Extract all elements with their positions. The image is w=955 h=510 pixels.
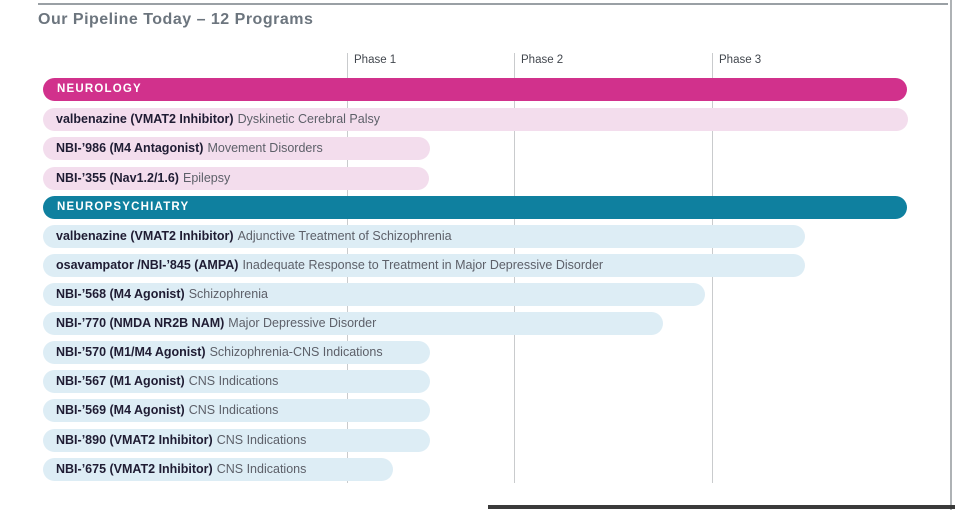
program-name: NBI-’770 (NMDA NR2B NAM) <box>56 316 225 330</box>
program-indication: CNS Indications <box>216 462 307 476</box>
program-bar-valbenazine-dcp: valbenazine (VMAT2 Inhibitor) Dyskinetic … <box>43 108 908 131</box>
program-bar-nbi-567: NBI-’567 (M1 Agonist) CNS Indications <box>43 370 430 393</box>
program-indication: CNS Indications <box>188 403 279 417</box>
program-indication: CNS Indications <box>216 433 307 447</box>
program-name: NBI-’569 (M4 Agonist) <box>56 403 185 417</box>
program-indication: CNS Indications <box>188 374 279 388</box>
top-divider-line <box>38 3 948 5</box>
program-name: valbenazine (VMAT2 Inhibitor) <box>56 229 234 243</box>
program-name: NBI-’355 (Nav1.2/1.6) <box>56 171 179 185</box>
page-title: Our Pipeline Today – 12 Programs <box>38 11 314 28</box>
phase3-label: Phase 3 <box>719 54 762 66</box>
program-name: NBI-’675 (VMAT2 Inhibitor) <box>56 462 213 476</box>
program-name: NBI-’890 (VMAT2 Inhibitor) <box>56 433 213 447</box>
program-indication: Dyskinetic Cerebral Palsy <box>237 112 380 126</box>
section-header-label: NEUROPSYCHIATRY <box>57 201 190 213</box>
program-indication: Movement Disorders <box>207 141 323 155</box>
section-header-neuropsychiatry: NEUROPSYCHIATRY <box>43 196 907 219</box>
phase2-label: Phase 2 <box>521 54 564 66</box>
program-indication: Epilepsy <box>182 171 231 185</box>
section-header-neurology: NEUROLOGY <box>43 78 907 101</box>
program-name: NBI-’568 (M4 Agonist) <box>56 287 185 301</box>
program-bar-valbenazine-schizophrenia: valbenazine (VMAT2 Inhibitor) Adjunctive … <box>43 225 805 248</box>
program-indication: Adjunctive Treatment of Schizophrenia <box>237 229 452 243</box>
program-bar-nbi-675: NBI-’675 (VMAT2 Inhibitor) CNS Indication… <box>43 458 393 481</box>
program-bar-nbi-890: NBI-’890 (VMAT2 Inhibitor) CNS Indication… <box>43 429 430 452</box>
program-indication: Inadequate Response to Treatment in Majo… <box>242 258 604 272</box>
program-bar-nbi-570: NBI-’570 (M1/M4 Agonist) Schizophrenia-CN… <box>43 341 430 364</box>
program-indication: Schizophrenia-CNS Indications <box>209 345 383 359</box>
program-bar-nbi-355: NBI-’355 (Nav1.2/1.6) Epilepsy <box>43 167 429 190</box>
program-name: osavampator /NBI-’845 (AMPA) <box>56 258 239 272</box>
program-name: NBI-’986 (M4 Antagonist) <box>56 141 204 155</box>
program-name: NBI-’567 (M1 Agonist) <box>56 374 185 388</box>
window-right-border <box>950 0 952 510</box>
program-bar-nbi-986: NBI-’986 (M4 Antagonist) Movement Disorde… <box>43 137 430 160</box>
section-header-label: NEUROLOGY <box>57 83 142 95</box>
program-bar-nbi-770: NBI-’770 (NMDA NR2B NAM) Major Depressive… <box>43 312 663 335</box>
program-bar-osavampator: osavampator /NBI-’845 (AMPA) Inadequate R… <box>43 254 805 277</box>
program-bar-nbi-569: NBI-’569 (M4 Agonist) CNS Indications <box>43 399 430 422</box>
program-name: valbenazine (VMAT2 Inhibitor) <box>56 112 234 126</box>
program-bar-nbi-568: NBI-’568 (M4 Agonist) Schizophrenia <box>43 283 705 306</box>
phase1-label: Phase 1 <box>354 54 397 66</box>
program-indication: Major Depressive Disorder <box>228 316 377 330</box>
window-bottom-border <box>488 505 955 509</box>
program-name: NBI-’570 (M1/M4 Agonist) <box>56 345 206 359</box>
program-indication: Schizophrenia <box>188 287 268 301</box>
